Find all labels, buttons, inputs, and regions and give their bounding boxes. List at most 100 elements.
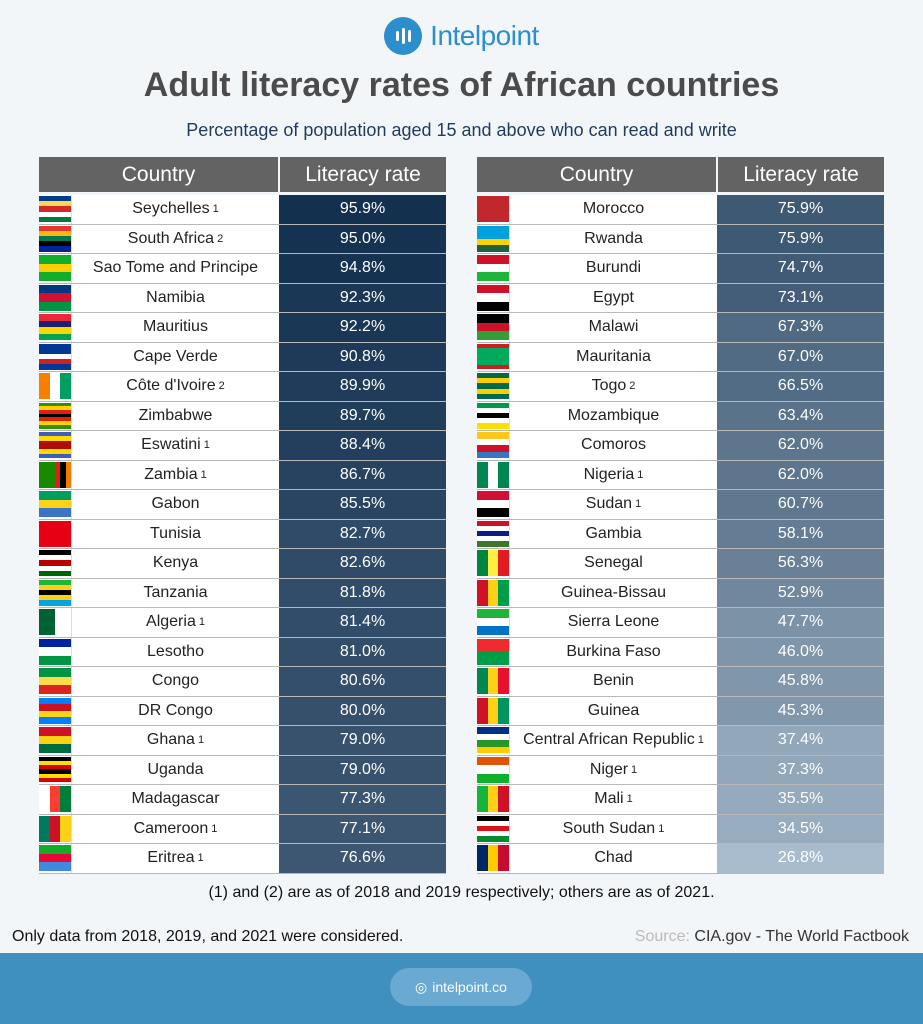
flag-icon — [39, 579, 71, 606]
country-label: Rwanda — [584, 229, 643, 247]
flag-icon — [477, 579, 510, 606]
country-label: Mozambique — [567, 406, 660, 424]
table-row: Côte d'Ivoire 2 89.9% — [39, 372, 446, 402]
flag-icon — [39, 638, 71, 665]
literacy-rate-cell: 79.0% — [279, 755, 446, 784]
country-name: Senegal — [509, 549, 717, 578]
flag-icon — [39, 255, 71, 282]
footnote-marker: 2 — [217, 232, 224, 245]
table-row: Cameroon 1 77.1% — [39, 814, 446, 844]
literacy-rate-cell: 92.2% — [279, 313, 446, 342]
country-name: Mauritania — [509, 342, 717, 371]
table-row: Senegal 56.3% — [477, 549, 884, 579]
table-row: Zambia 1 86.7% — [39, 460, 446, 490]
flag-icon — [477, 815, 509, 842]
column-header-rate: Literacy rate — [305, 162, 421, 186]
flag-icon — [477, 196, 509, 222]
footnote-marker: 2 — [629, 380, 636, 393]
country-label: Malawi — [588, 318, 639, 336]
country-name: Niger 1 — [509, 755, 717, 784]
country-name: Eritrea 1 — [71, 844, 279, 873]
flag-icon — [39, 697, 71, 724]
flag-icon — [39, 461, 71, 488]
flag-icon — [477, 314, 509, 341]
flag-icon — [39, 491, 71, 518]
country-name: Eswatini 1 — [71, 431, 279, 460]
table-row: Lesotho 81.0% — [39, 637, 446, 667]
table-row: Uganda 79.0% — [39, 755, 446, 785]
country-name: Kenya — [71, 549, 279, 578]
country-label: South Africa — [127, 229, 215, 247]
table-row: Mali 1 35.5% — [477, 785, 884, 815]
country-name: Seychelles 1 — [71, 195, 279, 224]
column-header-country: Country — [39, 157, 280, 192]
literacy-rate-cell: 26.8% — [717, 844, 884, 873]
country-name: Comoros — [509, 431, 717, 460]
flag-icon — [477, 668, 510, 694]
literacy-rate-cell: 86.7% — [279, 460, 446, 489]
country-label: Cape Verde — [133, 347, 218, 365]
literacy-rate-cell: 79.0% — [279, 726, 446, 755]
table-row: South Africa 2 95.0% — [39, 224, 446, 254]
country-name: Mali 1 — [509, 785, 717, 814]
country-name: Guinea-Bissau — [509, 578, 717, 607]
flag-icon — [39, 284, 71, 311]
brand-name: Intelpoint — [430, 20, 539, 51]
footnote-marker: 1 — [626, 793, 633, 806]
source: Source: CIA.gov - The World Factbook — [635, 928, 909, 946]
country-label: South Sudan — [562, 819, 656, 837]
country-label: Niger — [589, 760, 629, 778]
flag-icon — [39, 756, 71, 783]
literacy-rate-cell: 62.0% — [717, 431, 884, 460]
literacy-rate-cell: 47.7% — [717, 608, 884, 637]
footnote: (1) and (2) are as of 2018 and 2019 resp… — [208, 884, 715, 901]
country-label: Madagascar — [131, 790, 220, 808]
country-name: Algeria 1 — [71, 608, 279, 637]
disclaimer: Only data from 2018, 2019, and 2021 were… — [12, 928, 404, 945]
website-link[interactable]: ◎ intelpoint.co — [390, 968, 532, 1006]
literacy-rate-cell: 89.7% — [279, 401, 446, 430]
table-row: Benin 45.8% — [477, 667, 884, 697]
country-name: Zambia 1 — [71, 460, 279, 489]
country-name: Zimbabwe — [71, 401, 279, 430]
flag-icon — [477, 402, 509, 429]
table-row: Algeria 1 81.4% — [39, 608, 446, 638]
table-row: DR Congo 80.0% — [39, 696, 446, 726]
country-label: Algeria — [146, 613, 196, 631]
table-row: Mauritius 92.2% — [39, 313, 446, 343]
country-label: Mauritius — [143, 318, 208, 336]
flag-icon — [477, 638, 509, 665]
logo-bars-icon — [384, 17, 423, 55]
footnote-marker: 1 — [203, 439, 210, 452]
literacy-rate-cell: 82.6% — [279, 549, 446, 578]
flag-icon — [477, 697, 510, 724]
table-row: Togo 2 66.5% — [477, 372, 884, 402]
flag-icon — [39, 845, 71, 872]
country-label: Eritrea — [147, 849, 195, 867]
country-label: Burundi — [585, 259, 642, 277]
country-label: Seychelles — [132, 200, 210, 218]
literacy-rate-cell: 60.7% — [717, 490, 884, 519]
country-name: DR Congo — [71, 696, 279, 725]
table-row: Madagascar 77.3% — [39, 785, 446, 815]
flag-icon — [39, 373, 72, 399]
country-name: Cameroon 1 — [71, 814, 279, 843]
country-name: Chad — [509, 844, 717, 873]
footnote-marker: 1 — [635, 498, 642, 511]
flag-icon — [477, 491, 509, 518]
country-name: Ghana 1 — [71, 726, 279, 755]
literacy-rate-cell: 66.5% — [717, 372, 884, 401]
flag-icon — [39, 727, 71, 754]
country-label: Tunisia — [150, 524, 201, 542]
country-name: Tunisia — [71, 519, 279, 548]
country-label: Zimbabwe — [138, 406, 213, 424]
country-label: Burkina Faso — [566, 642, 661, 660]
country-label: Eswatini — [141, 436, 201, 454]
literacy-rate-cell: 62.0% — [717, 460, 884, 489]
literacy-rate-cell: 52.9% — [717, 578, 884, 607]
flag-icon — [39, 343, 71, 370]
country-label: Cameroon — [133, 819, 209, 837]
table-row: Congo 80.6% — [39, 667, 446, 697]
literacy-rate-cell: 37.4% — [717, 726, 884, 755]
country-label: Gambia — [585, 524, 642, 542]
